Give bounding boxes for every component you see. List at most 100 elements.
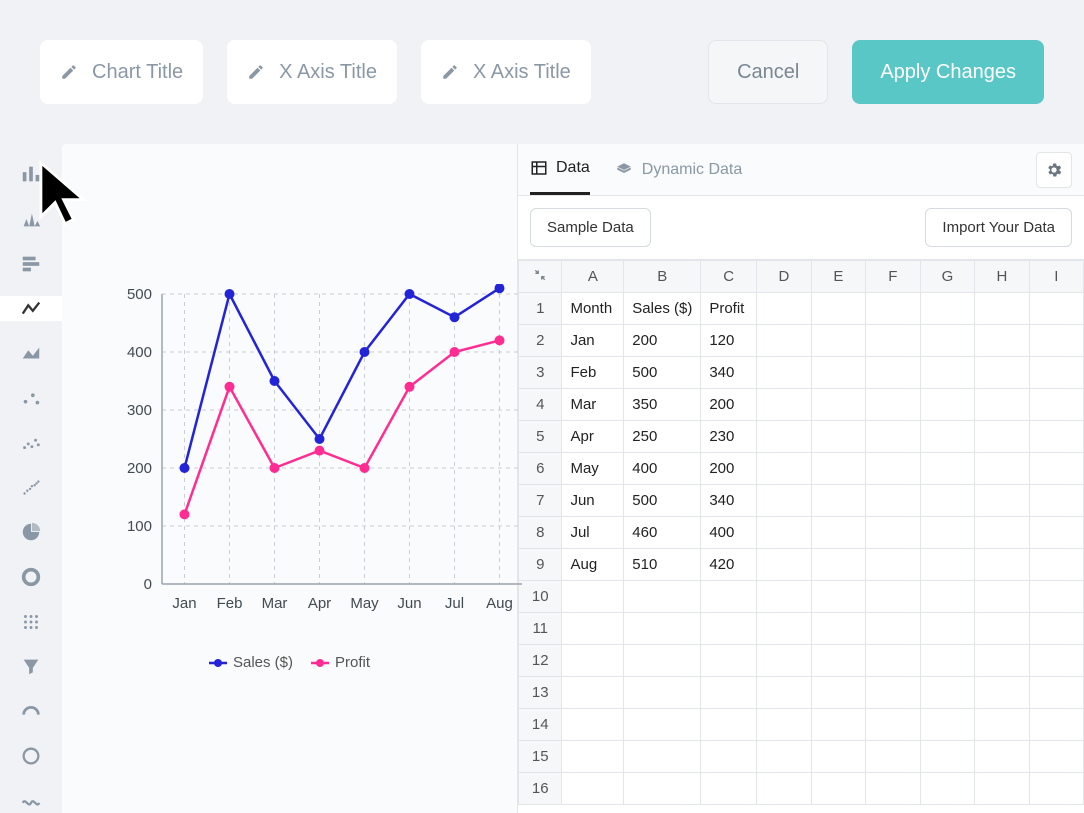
grid-cell[interactable] [1029,293,1083,325]
grid-cell[interactable] [975,549,1030,581]
sidebar-wave-icon[interactable] [0,788,62,813]
grid-cell[interactable]: Aug [562,549,624,581]
data-grid[interactable]: ABCDEFGHI1MonthSales ($)Profit2Jan200120… [518,259,1084,805]
grid-cell[interactable] [811,677,866,709]
grid-cell[interactable] [562,645,624,677]
sidebar-scatter-dense-icon[interactable] [0,475,62,500]
column-header[interactable]: D [757,261,812,293]
grid-cell[interactable] [920,293,975,325]
grid-cell[interactable]: 420 [701,549,757,581]
sidebar-gauge-icon[interactable] [0,699,62,724]
grid-cell[interactable] [1029,517,1083,549]
grid-cell[interactable] [920,645,975,677]
grid-cell[interactable] [975,517,1030,549]
grid-cell[interactable] [1029,645,1083,677]
column-header[interactable]: B [624,261,701,293]
grid-cell[interactable] [562,773,624,805]
grid-cell[interactable]: Mar [562,389,624,421]
grid-cell[interactable] [920,677,975,709]
grid-cell[interactable] [757,325,812,357]
grid-cell[interactable] [811,741,866,773]
grid-cell[interactable] [920,389,975,421]
grid-cell[interactable]: 400 [701,517,757,549]
grid-cell[interactable] [920,485,975,517]
grid-cell[interactable] [920,357,975,389]
grid-cell[interactable] [1029,709,1083,741]
row-header[interactable]: 13 [519,677,562,709]
grid-cell[interactable]: 200 [624,325,701,357]
grid-cell[interactable] [811,517,866,549]
grid-cell[interactable] [975,645,1030,677]
column-header[interactable]: I [1029,261,1083,293]
grid-cell[interactable] [866,357,920,389]
grid-cell[interactable] [975,293,1030,325]
grid-cell[interactable] [1029,581,1083,613]
grid-cell[interactable] [757,741,812,773]
settings-button[interactable] [1036,152,1072,188]
sample-data-button[interactable]: Sample Data [530,208,651,247]
y-axis-title-input[interactable]: X Axis Title [421,40,591,104]
import-data-button[interactable]: Import Your Data [925,208,1072,247]
grid-cell[interactable]: Jun [562,485,624,517]
grid-cell[interactable] [920,549,975,581]
grid-cell[interactable] [920,709,975,741]
grid-cell[interactable] [811,325,866,357]
grid-cell[interactable] [975,709,1030,741]
grid-cell[interactable] [757,453,812,485]
sidebar-horizontal-bar-icon[interactable] [0,251,62,276]
chart-title-input[interactable]: Chart Title [40,40,203,104]
grid-cell[interactable] [701,581,757,613]
grid-cell[interactable] [866,613,920,645]
grid-cell[interactable] [624,709,701,741]
grid-cell[interactable] [1029,453,1083,485]
grid-cell[interactable] [1029,741,1083,773]
grid-cell[interactable] [757,773,812,805]
sidebar-column-chart-icon[interactable] [0,207,62,232]
grid-cell[interactable]: 500 [624,485,701,517]
grid-cell[interactable] [562,613,624,645]
sidebar-scatter-dots-icon[interactable] [0,430,62,455]
grid-cell[interactable] [624,741,701,773]
grid-cell[interactable] [866,549,920,581]
grid-cell[interactable] [1029,677,1083,709]
column-header[interactable]: H [975,261,1030,293]
grid-cell[interactable] [811,421,866,453]
grid-cell[interactable]: 200 [701,389,757,421]
grid-cell[interactable] [757,645,812,677]
grid-cell[interactable] [920,453,975,485]
grid-cell[interactable]: Feb [562,357,624,389]
tab-dynamic-data[interactable]: Dynamic Data [614,144,742,195]
sidebar-scatter-sparse-icon[interactable] [0,386,62,411]
x-axis-title-input[interactable]: X Axis Title [227,40,397,104]
grid-cell[interactable]: May [562,453,624,485]
grid-cell[interactable] [811,389,866,421]
grid-cell[interactable] [866,325,920,357]
grid-cell[interactable] [866,741,920,773]
grid-cell[interactable] [920,773,975,805]
grid-cell[interactable]: 500 [624,357,701,389]
grid-cell[interactable] [866,709,920,741]
sidebar-circle-icon[interactable] [0,744,62,769]
grid-cell[interactable] [701,773,757,805]
grid-cell[interactable] [975,773,1030,805]
grid-cell[interactable]: 250 [624,421,701,453]
grid-cell[interactable] [975,581,1030,613]
grid-cell[interactable] [811,485,866,517]
grid-cell[interactable] [757,709,812,741]
grid-cell[interactable] [757,485,812,517]
grid-cell[interactable] [811,293,866,325]
grid-cell[interactable] [624,677,701,709]
column-header[interactable]: G [920,261,975,293]
apply-button[interactable]: Apply Changes [852,40,1044,104]
grid-cell[interactable] [866,677,920,709]
grid-cell[interactable] [624,773,701,805]
grid-cell[interactable] [866,517,920,549]
grid-cell[interactable] [866,645,920,677]
tab-data[interactable]: Data [530,144,590,195]
column-header[interactable]: F [866,261,920,293]
row-header[interactable]: 16 [519,773,562,805]
column-header[interactable]: C [701,261,757,293]
grid-cell[interactable] [866,773,920,805]
grid-cell[interactable] [1029,357,1083,389]
grid-cell[interactable] [866,421,920,453]
